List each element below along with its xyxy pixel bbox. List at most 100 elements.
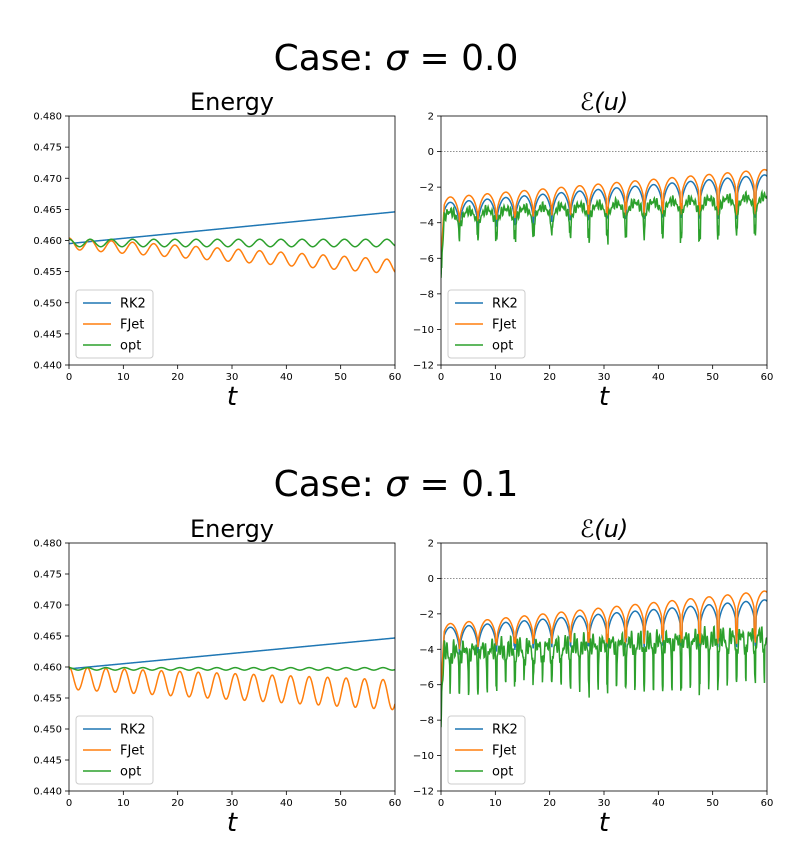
- legend-label-fjet: FJet: [492, 744, 516, 759]
- x-tick-label: 60: [389, 372, 402, 383]
- series-line-opt: [69, 666, 395, 671]
- y-tick-label: 2: [428, 112, 434, 123]
- series-line-fjet: [441, 590, 767, 694]
- case-title-value: = 0.1: [408, 464, 519, 505]
- y-tick-label: 0.480: [33, 539, 62, 550]
- case-title-value: = 0.0: [408, 38, 519, 79]
- x-tick-label: 10: [489, 798, 502, 809]
- case-title-symbol: σ: [385, 38, 409, 79]
- legend-label-opt: opt: [120, 339, 141, 354]
- y-tick-label: 0.460: [33, 236, 62, 247]
- x-tick-label: 10: [489, 372, 502, 383]
- y-tick-label: 0.480: [33, 112, 62, 123]
- x-tick-label: 40: [280, 372, 293, 383]
- y-tick-label: −6: [419, 680, 434, 691]
- y-tick-label: −4: [419, 645, 434, 656]
- axes-frame: [440, 115, 768, 366]
- x-tick-label: 20: [543, 372, 556, 383]
- y-tick-label: −2: [419, 609, 434, 620]
- y-tick-label: 0.475: [33, 570, 62, 581]
- legend-label-rk2: RK2: [492, 723, 518, 738]
- y-tick-label: −6: [419, 254, 434, 265]
- legend-label-fjet: FJet: [120, 318, 144, 333]
- y-tick-label: −4: [419, 218, 434, 229]
- case-title-prefix: Case:: [273, 38, 386, 79]
- case-title-prefix: Case:: [273, 464, 386, 505]
- legend-label-opt: opt: [492, 339, 513, 354]
- y-tick-label: −10: [413, 751, 434, 762]
- y-tick-label: 0.445: [33, 329, 62, 340]
- y-tick-label: 0.455: [33, 694, 62, 705]
- x-tick-label: 10: [117, 372, 130, 383]
- chart-energy_sigma_0.1: Energy 0 10 20 30 40 50 60 0.440 0.445 0.450 0.455 0…: [33, 515, 401, 838]
- series-line-rk2: [69, 211, 395, 245]
- x-tick-label: 50: [706, 372, 719, 383]
- x-axis-label: t: [227, 808, 238, 838]
- y-tick-label: −8: [419, 716, 434, 727]
- legend-box: [447, 715, 526, 785]
- x-tick-label: 30: [598, 372, 611, 383]
- series-line-fjet: [69, 666, 395, 711]
- y-tick-label: −2: [419, 183, 434, 194]
- case-title-sigma-0: Case: σ = 0.0: [0, 38, 792, 79]
- axes-frame: [68, 542, 396, 792]
- x-tick-label: 20: [171, 798, 184, 809]
- x-tick-label: 40: [280, 798, 293, 809]
- chart-error_sigma_0.1: ℰ(u) 0 10 20 30 40 50 60 −12 −10 −8 −6 −4 −2 0 2 t RK2 FJe…: [413, 515, 773, 838]
- x-tick-label: 50: [334, 372, 347, 383]
- legend-box: [75, 289, 154, 359]
- x-tick-label: 40: [652, 798, 665, 809]
- x-tick-label: 0: [66, 798, 72, 809]
- x-tick-label: 0: [66, 372, 72, 383]
- y-tick-label: −8: [419, 289, 434, 300]
- series-line-opt: [441, 625, 767, 728]
- y-tick-label: 0.475: [33, 143, 62, 154]
- series-line-rk2: [69, 637, 395, 670]
- panel-title: ℰ(u): [580, 88, 628, 116]
- x-tick-label: 50: [706, 798, 719, 809]
- x-tick-label: 30: [226, 372, 239, 383]
- panel-title: ℰ(u): [580, 515, 628, 543]
- y-tick-label: 0.445: [33, 756, 62, 767]
- x-tick-label: 0: [438, 798, 444, 809]
- y-tick-label: 0.440: [33, 787, 62, 798]
- y-tick-label: 0.450: [33, 298, 62, 309]
- legend-label-rk2: RK2: [120, 297, 146, 312]
- case-title-sigma-01: Case: σ = 0.1: [0, 464, 792, 505]
- axes-frame: [68, 115, 396, 366]
- x-tick-label: 40: [652, 372, 665, 383]
- y-tick-label: 0.455: [33, 267, 62, 278]
- y-tick-label: 0.465: [33, 205, 62, 216]
- legend-box: [75, 715, 154, 785]
- y-tick-label: 0.465: [33, 632, 62, 643]
- legend-label-fjet: FJet: [492, 318, 516, 333]
- legend-box: [447, 289, 526, 359]
- x-tick-label: 50: [334, 798, 347, 809]
- x-axis-label: t: [227, 382, 238, 412]
- chart-energy_sigma_0.0: Energy 0 10 20 30 40 50 60 0.440 0.445 0.450 0.455 0…: [33, 88, 401, 412]
- x-tick-label: 0: [438, 372, 444, 383]
- case-title-symbol: σ: [385, 464, 409, 505]
- y-tick-label: 0: [428, 574, 434, 585]
- series-line-opt: [69, 238, 395, 248]
- series-line-fjet: [69, 237, 395, 274]
- x-tick-label: 30: [598, 798, 611, 809]
- x-tick-label: 60: [761, 798, 774, 809]
- y-tick-label: 0.440: [33, 361, 62, 372]
- y-tick-label: 0.470: [33, 174, 62, 185]
- x-tick-label: 60: [389, 798, 402, 809]
- y-tick-label: 0: [428, 147, 434, 158]
- legend-label-rk2: RK2: [492, 297, 518, 312]
- x-tick-label: 10: [117, 798, 130, 809]
- y-tick-label: 0.470: [33, 601, 62, 612]
- x-axis-label: t: [599, 808, 610, 838]
- series-line-fjet: [441, 168, 767, 268]
- panel-title: Energy: [190, 515, 274, 543]
- y-tick-label: 2: [428, 539, 434, 550]
- y-tick-label: −10: [413, 325, 434, 336]
- axes-frame: [440, 542, 768, 792]
- y-tick-label: −12: [413, 361, 434, 372]
- legend-label-fjet: FJet: [120, 744, 144, 759]
- x-tick-label: 60: [761, 372, 774, 383]
- y-tick-label: −12: [413, 787, 434, 798]
